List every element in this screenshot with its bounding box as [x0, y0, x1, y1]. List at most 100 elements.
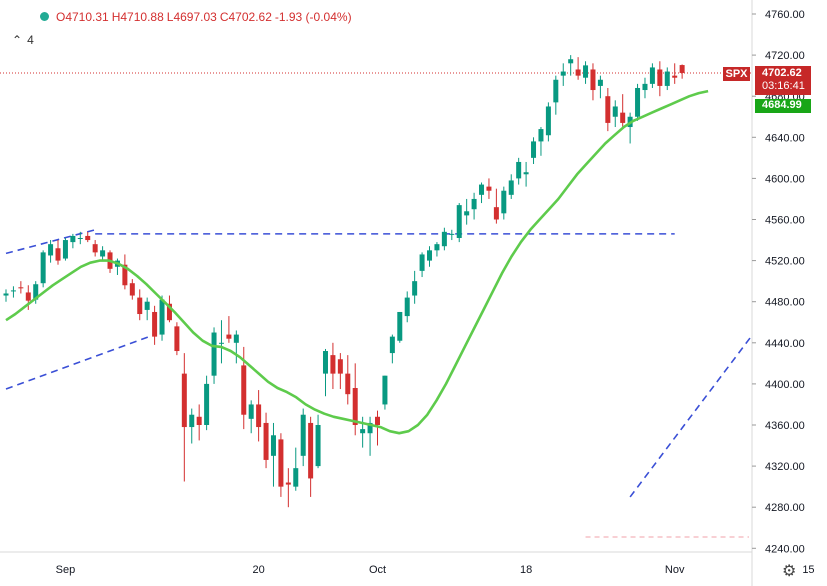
price-tick-label: 4520.00	[765, 256, 805, 268]
candle-body	[531, 141, 537, 158]
candle-body	[367, 422, 373, 434]
last-price-value: 4702.62	[762, 67, 802, 79]
candle-body	[241, 365, 247, 415]
price-tick-label: 4440.00	[765, 338, 805, 350]
low-value: L4697.03	[166, 10, 217, 24]
candle-body	[479, 184, 485, 195]
price-tick-label: 4240.00	[765, 543, 805, 555]
candle-body	[553, 79, 559, 103]
candle-body	[375, 416, 380, 425]
candle-body	[3, 293, 9, 296]
candle-body	[590, 69, 596, 91]
candle-body	[129, 283, 135, 296]
ma-value-tag: 4684.99	[755, 99, 811, 113]
candle-body	[657, 69, 663, 86]
candle-body	[233, 334, 239, 343]
candle-body	[278, 439, 284, 487]
candle-body	[100, 250, 106, 257]
candle-body	[285, 482, 291, 485]
candle-body	[55, 248, 61, 261]
candle-body	[538, 129, 544, 142]
candle-body	[605, 96, 611, 123]
price-tick-label: 4480.00	[765, 297, 805, 309]
price-tick-label: 4640.00	[765, 132, 805, 144]
candle-body	[389, 336, 395, 354]
candle-body	[441, 231, 447, 247]
candle-body	[70, 235, 76, 243]
indicator-count: 4	[27, 33, 34, 47]
price-tick-label: 4760.00	[765, 9, 805, 21]
candle-body	[92, 244, 98, 253]
candle-body	[360, 429, 366, 434]
candle-body	[181, 373, 187, 428]
time-tick-label: Nov	[665, 564, 685, 576]
candle-body	[159, 299, 165, 335]
indicators-toggle-button[interactable]: ⌃ 4	[12, 33, 34, 47]
candle-body	[664, 71, 670, 86]
candle-body	[263, 422, 269, 460]
candle-body	[174, 326, 180, 352]
candle-body	[352, 388, 358, 425]
candle-body	[486, 186, 492, 191]
close-value: C4702.62	[219, 10, 272, 24]
candle-body	[189, 414, 195, 428]
candle-body	[18, 287, 24, 289]
candle-body	[122, 264, 128, 286]
candle-body	[516, 161, 522, 179]
open-value: O4710.31	[56, 10, 109, 24]
time-tick-label: 18	[520, 564, 532, 576]
candle-body	[40, 252, 46, 284]
candle-body	[583, 65, 589, 78]
candle-body	[137, 297, 143, 315]
high-value: H4710.88	[111, 10, 164, 24]
candle-body	[404, 297, 410, 317]
candle-body	[248, 404, 254, 419]
candle-body	[560, 71, 566, 76]
candle-body	[33, 284, 39, 300]
candle-body	[508, 180, 514, 195]
candle-body	[196, 416, 202, 425]
price-tick-label: 4280.00	[765, 502, 805, 514]
candle-body	[620, 112, 626, 123]
gear-icon[interactable]: ⚙	[782, 563, 797, 580]
market-status-icon	[40, 12, 49, 21]
plot-area[interactable]	[0, 52, 827, 538]
candle-body	[48, 244, 54, 256]
candle-body	[144, 301, 150, 310]
candle-body	[77, 237, 83, 239]
candle-body	[471, 198, 477, 210]
candle-body	[211, 332, 217, 376]
candle-body	[337, 359, 343, 374]
candle-body	[315, 425, 321, 467]
candle-body	[308, 422, 314, 479]
candle-body	[464, 211, 470, 216]
price-axis[interactable]: 4240.00 4280.00 4320.00 4360.00 4400.00 4440.…	[751, 0, 805, 586]
candle-body	[679, 65, 685, 73]
candle-body	[218, 342, 224, 344]
candle-body	[293, 468, 299, 487]
candle-body	[635, 87, 641, 117]
candle-body	[649, 67, 655, 84]
candle-body	[322, 351, 328, 374]
candle-body	[493, 207, 499, 220]
candle-body	[10, 290, 16, 292]
candle-body	[300, 414, 306, 456]
price-tick-label: 4360.00	[765, 420, 805, 432]
candle-body	[382, 375, 388, 405]
ohlc-legend: O4710.31 H4710.88 L4697.03 C4702.62 -1.9…	[40, 10, 352, 24]
candle-body	[568, 59, 574, 64]
candle-body	[456, 205, 462, 238]
trendline	[629, 334, 752, 498]
time-axis[interactable]: Sep 20 Oct 18 Nov 15	[0, 551, 815, 576]
candle-body	[345, 373, 351, 395]
candle-body	[152, 311, 158, 337]
candle-body	[330, 355, 336, 374]
moving-average-line	[5, 89, 709, 435]
candle-body	[397, 311, 403, 341]
candle-body	[612, 106, 618, 117]
candle-body	[672, 75, 678, 78]
candle-body	[523, 172, 529, 175]
price-tick-label: 4560.00	[765, 215, 805, 227]
trendline	[5, 333, 155, 390]
